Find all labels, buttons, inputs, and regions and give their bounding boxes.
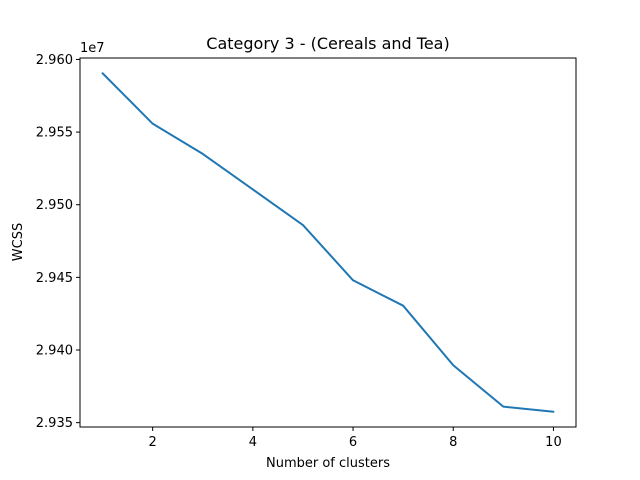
y-tick-label: 2.935 [36,416,73,431]
y-tick-label: 2.945 [36,271,73,286]
x-tick-label: 10 [545,435,562,450]
plot-area: 2 4 6 8 10 2.935 2.940 2.945 2.950 2.955 2.960 [36,53,577,450]
y-tick-label: 2.960 [36,53,73,68]
x-tick-label: 6 [349,435,357,450]
series-line-0 [101,72,555,413]
y-offset-label: 1e7 [80,41,105,56]
chart-title: Category 3 - (Cereals and Tea) [206,34,449,53]
y-axis-title: WCSS [11,223,26,261]
x-tick-label: 8 [449,435,457,450]
y-tick-label: 2.940 [36,344,73,359]
x-tick-label: 2 [149,435,157,450]
y-tick-label: 2.955 [36,126,73,141]
x-tick-label: 4 [249,435,257,450]
x-axis-title: Number of clusters [266,456,390,471]
axes-frame [79,57,577,428]
y-tick-label: 2.950 [36,198,73,213]
